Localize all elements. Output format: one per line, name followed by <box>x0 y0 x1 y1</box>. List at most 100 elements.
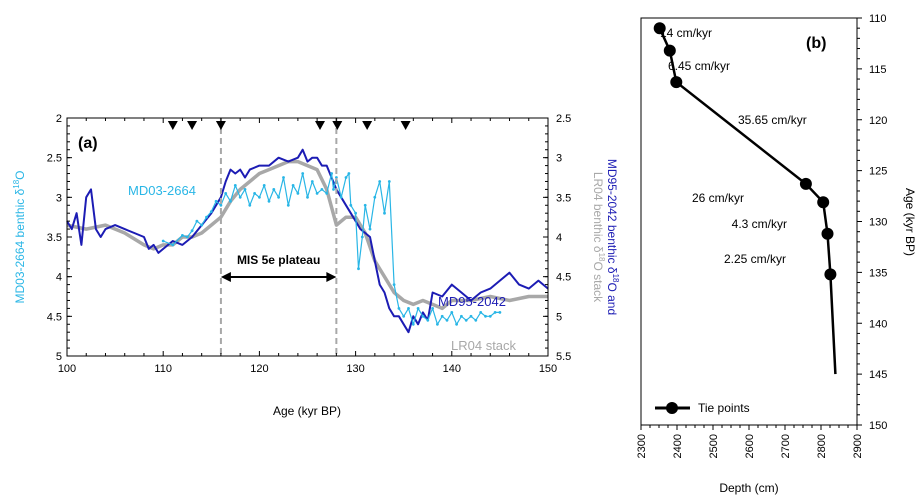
tie-point <box>821 227 834 240</box>
panel-b-xlabel: Depth (cm) <box>719 481 778 495</box>
md03-2664-point <box>339 195 343 199</box>
panel-a-ylabel-right-1: MD95-2042 benthic δ18O and <box>605 159 620 315</box>
b-y-tick-label: 110 <box>869 13 887 25</box>
md03-2664-point <box>378 180 382 183</box>
md03-2664-point <box>479 311 483 314</box>
b-y-tick-label: 130 <box>869 217 887 229</box>
x-tick-label: 100 <box>58 363 76 375</box>
b-x-tick-label: 2500 <box>708 434 720 458</box>
b-y-tick-label: 145 <box>869 369 887 381</box>
md03-2664-point <box>383 211 386 215</box>
rate-label: 14 cm/kyr <box>660 26 712 40</box>
md03-2664-point <box>411 322 415 326</box>
tie-point-marker <box>215 121 226 130</box>
md03-2664-point <box>488 314 492 318</box>
x-tick-label: 130 <box>346 363 364 375</box>
b-y-tick-label: 135 <box>869 267 887 279</box>
md03-2664-point <box>332 188 335 191</box>
series-line-md95-2042 <box>66 148 549 334</box>
panel-a-ylabel-right-2: LR04 benthic δ18O stack <box>591 172 606 303</box>
md03-2664-point <box>397 307 401 310</box>
md03-2664-point <box>402 314 406 318</box>
md03-2664-point <box>474 318 478 322</box>
md03-2664-point <box>171 243 175 247</box>
md03-2664-point <box>426 318 430 322</box>
plateau-arrowhead-right <box>326 272 337 282</box>
md03-2664-point <box>181 234 184 237</box>
md03-2664-point <box>493 311 497 314</box>
panel-a: MIS 5e plateau 100 110 120 130 140 150 2 2.5 3 3.… <box>12 113 620 418</box>
y-left-tick-label: 2.5 <box>47 153 62 165</box>
md03-2664-point <box>267 199 271 203</box>
y-right-tick-label: 3.5 <box>556 192 571 204</box>
age-depth-line <box>658 27 837 375</box>
md03-2664-point <box>185 235 189 239</box>
x-tick-label: 150 <box>539 363 557 375</box>
legend-marker <box>666 402 678 414</box>
md03-2664-point <box>392 283 396 286</box>
y-left-tick-label: 3 <box>56 192 62 204</box>
series-label-lr04-stack: LR04 stack <box>451 338 517 353</box>
md03-2664-point <box>315 192 319 195</box>
md03-2664-point <box>262 184 266 187</box>
plateau-label: MIS 5e plateau <box>237 253 320 267</box>
y-right-tick-label: 4.5 <box>556 272 571 284</box>
b-y-tick-label: 140 <box>869 318 887 330</box>
panel-a-series <box>66 148 549 334</box>
md03-2664-point <box>214 199 218 203</box>
rate-label: 35.65 cm/kyr <box>738 113 807 127</box>
md03-2664-point <box>253 192 256 195</box>
b-x-tick-label: 2800 <box>816 434 828 458</box>
y-right-tick-label: 5.5 <box>556 351 571 363</box>
md03-2664-point <box>219 203 223 207</box>
md03-2664-point <box>296 192 300 195</box>
series-label-md95-2042: MD95-2042 <box>438 294 506 309</box>
md03-2664-point <box>200 223 204 227</box>
legend-entry-tie-points: Tie points <box>698 401 750 415</box>
md03-2664-point <box>229 199 232 203</box>
md03-2664-point <box>416 307 420 310</box>
md03-2664-point <box>320 188 324 191</box>
md03-2664-point <box>450 311 454 314</box>
plateau-arrowhead-left <box>220 272 231 282</box>
md03-2664-point <box>190 229 194 233</box>
b-y-tick-label: 115 <box>869 64 887 76</box>
md03-2664-point <box>469 314 473 318</box>
md03-2664-point <box>354 211 357 215</box>
rate-label: 6.45 cm/kyr <box>668 59 730 73</box>
panel-a-xlabel: Age (kyr BP) <box>273 404 341 418</box>
y-left-tick-label: 2 <box>56 113 62 125</box>
tie-point <box>799 177 812 190</box>
tie-point-marker <box>362 121 373 130</box>
rate-label: 4.3 cm/kyr <box>732 217 787 231</box>
panel-b-rate-labels: 14 cm/kyr 6.45 cm/kyr 35.65 cm/kyr 26 cm/ky… <box>660 26 807 266</box>
md03-2664-point <box>325 192 329 195</box>
md03-2664-point <box>344 176 348 179</box>
legend: Tie points <box>655 401 750 415</box>
panel-b-ylabel: Age (kyr BP) <box>903 188 917 256</box>
md03-2664-point <box>205 215 208 219</box>
md03-2664-point <box>498 311 502 314</box>
panel-b: 2300 2400 2500 2600 2700 2800 2900 110 115 120 125… <box>636 13 917 495</box>
y-left-tick-label: 3.5 <box>47 232 62 244</box>
md03-2664-point <box>464 318 468 322</box>
b-x-tick-label: 2900 <box>852 434 864 458</box>
series-label-md03-2664: MD03-2664 <box>128 183 196 198</box>
y-right-tick-label: 3 <box>556 153 562 165</box>
md03-2664-point <box>195 219 199 223</box>
md03-2664-point <box>306 195 309 199</box>
md03-2664-point <box>224 192 228 195</box>
b-x-tick-label: 2300 <box>636 434 648 458</box>
md03-2664-point <box>310 180 314 183</box>
y-left-tick-label: 4 <box>56 272 62 284</box>
md03-2664-point <box>282 176 285 179</box>
series-line-lr04-stack <box>66 159 548 311</box>
md03-2664-point <box>445 318 449 322</box>
x-tick-label: 110 <box>154 363 172 375</box>
b-y-tick-label: 120 <box>869 115 887 127</box>
x-tick-label: 120 <box>250 363 268 375</box>
tie-point <box>824 268 837 281</box>
tie-point <box>663 44 676 57</box>
mis-5e-plateau-annotation: MIS 5e plateau <box>219 118 338 356</box>
b-x-tick-label: 2400 <box>672 434 684 458</box>
